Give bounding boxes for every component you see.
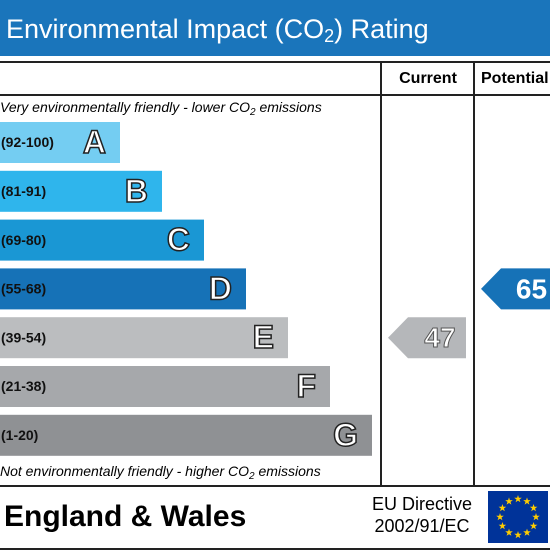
band-letter: C <box>167 222 190 258</box>
top-note-sub: 2 <box>249 107 256 118</box>
band-bar <box>0 317 288 359</box>
eu-star <box>532 513 540 521</box>
bottom-note: Not environmentally friendly - higher CO… <box>0 463 321 482</box>
band-letter: A <box>83 124 106 160</box>
top-note-text: Very environmentally friendly - lower CO <box>0 99 250 115</box>
band-letter: E <box>253 319 274 355</box>
directive-line2: 2002/91/EC <box>374 516 469 536</box>
band-bar <box>0 268 246 310</box>
band-range: (21-38) <box>1 378 46 394</box>
band-letter: D <box>209 270 232 306</box>
eu-star <box>496 513 504 521</box>
eu-star <box>514 531 522 539</box>
band-range: (39-54) <box>1 329 46 345</box>
title-text: Environmental Impact (CO <box>6 14 324 44</box>
band-range: (55-68) <box>1 281 46 297</box>
band-letter: F <box>296 368 316 404</box>
title-tail: ) Rating <box>334 14 429 44</box>
band-bar <box>0 170 162 212</box>
band-bar <box>0 219 204 261</box>
band-bar <box>0 414 372 456</box>
eu-star <box>505 528 513 536</box>
band-letter: B <box>125 173 148 209</box>
band-range: (69-80) <box>1 232 46 248</box>
top-note-tail: emissions <box>256 99 322 115</box>
title-bar <box>0 0 550 56</box>
bottom-note-tail: emissions <box>255 463 321 479</box>
band-bar <box>0 366 330 407</box>
potential-arrow <box>481 268 550 310</box>
eu-star <box>498 504 507 512</box>
eu-star <box>523 528 531 536</box>
current-header: Current <box>399 70 457 87</box>
band-range: (92-100) <box>1 134 54 150</box>
title-sub: 2 <box>324 26 334 46</box>
directive-line1: EU Directive <box>372 494 472 514</box>
band-bar <box>0 122 120 163</box>
eu-star <box>529 504 538 512</box>
potential-header: Potential <box>481 70 549 87</box>
eu-star <box>529 522 538 530</box>
eu-star <box>514 495 522 503</box>
bottom-note-text: Not environmentally friendly - higher CO <box>0 463 249 479</box>
current-arrow <box>388 317 466 359</box>
band-range: (81-91) <box>1 183 46 199</box>
potential-value: 65 <box>516 273 547 304</box>
bottom-note-sub: 2 <box>248 471 255 482</box>
eu-star <box>505 497 513 505</box>
current-value: 47 <box>424 322 455 353</box>
top-note: Very environmentally friendly - lower CO… <box>0 99 322 118</box>
band-letter: G <box>333 417 358 453</box>
eu-star <box>498 522 507 530</box>
title: Environmental Impact (CO2) Rating <box>6 14 429 46</box>
region: England & Wales <box>4 500 246 533</box>
eu-star <box>523 497 531 505</box>
band-range: (1-20) <box>1 427 38 443</box>
frame <box>0 61 550 550</box>
